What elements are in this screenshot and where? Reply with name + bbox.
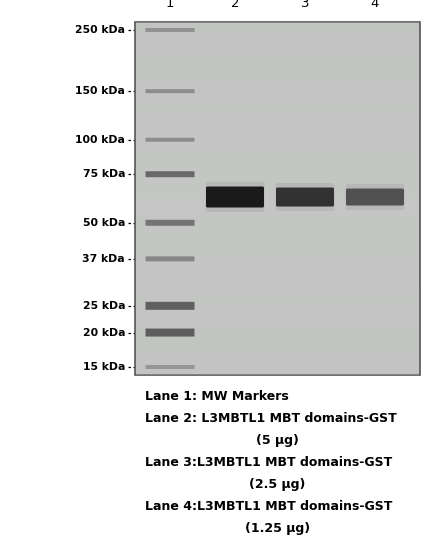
Bar: [136, 45, 419, 57]
Bar: [136, 69, 419, 81]
Text: 15 kDa: 15 kDa: [83, 362, 125, 372]
Bar: [136, 316, 419, 328]
Bar: [136, 269, 419, 281]
Bar: [136, 187, 419, 199]
FancyBboxPatch shape: [146, 89, 194, 93]
Bar: [136, 151, 419, 163]
Bar: [136, 116, 419, 128]
Text: 150 kDa: 150 kDa: [75, 86, 125, 96]
FancyBboxPatch shape: [276, 183, 334, 211]
Bar: [136, 222, 419, 234]
Text: 25 kDa: 25 kDa: [82, 301, 125, 311]
Bar: [136, 163, 419, 175]
Text: 50 kDa: 50 kDa: [83, 218, 125, 228]
Bar: [136, 234, 419, 246]
Bar: [136, 175, 419, 187]
Text: 20 kDa: 20 kDa: [82, 328, 125, 338]
FancyBboxPatch shape: [206, 186, 264, 207]
Bar: [136, 104, 419, 116]
FancyBboxPatch shape: [146, 138, 194, 142]
Text: (5 μg): (5 μg): [256, 434, 299, 447]
FancyBboxPatch shape: [146, 328, 194, 336]
Text: 4: 4: [371, 0, 379, 10]
Text: 75 kDa: 75 kDa: [82, 169, 125, 179]
Text: Lane 2: L3MBTL1 MBT domains-GST: Lane 2: L3MBTL1 MBT domains-GST: [145, 412, 397, 425]
Bar: [136, 140, 419, 151]
Text: 1: 1: [166, 0, 174, 10]
Text: 37 kDa: 37 kDa: [82, 254, 125, 264]
Bar: [136, 328, 419, 340]
Text: (1.25 μg): (1.25 μg): [245, 522, 310, 535]
Bar: [136, 352, 419, 363]
Bar: [136, 81, 419, 92]
Bar: [136, 34, 419, 45]
Bar: [136, 340, 419, 352]
Bar: [136, 363, 419, 375]
Bar: [136, 128, 419, 140]
Bar: [136, 57, 419, 69]
Text: Lane 3:L3MBTL1 MBT domains-GST: Lane 3:L3MBTL1 MBT domains-GST: [145, 456, 392, 469]
FancyBboxPatch shape: [146, 256, 194, 261]
Bar: [136, 22, 419, 34]
Bar: [136, 199, 419, 210]
FancyBboxPatch shape: [146, 302, 194, 310]
FancyBboxPatch shape: [346, 188, 404, 206]
Bar: [136, 305, 419, 316]
FancyBboxPatch shape: [146, 365, 194, 369]
Bar: [136, 281, 419, 293]
Text: Lane 1: MW Markers: Lane 1: MW Markers: [145, 390, 289, 403]
Text: (2.5 μg): (2.5 μg): [249, 478, 306, 491]
Text: Lane 4:L3MBTL1 MBT domains-GST: Lane 4:L3MBTL1 MBT domains-GST: [145, 500, 392, 513]
FancyBboxPatch shape: [205, 182, 265, 212]
FancyBboxPatch shape: [276, 187, 334, 206]
Bar: [136, 293, 419, 305]
FancyBboxPatch shape: [146, 28, 194, 32]
Text: 100 kDa: 100 kDa: [75, 135, 125, 145]
FancyBboxPatch shape: [146, 171, 194, 177]
Bar: [136, 258, 419, 269]
FancyBboxPatch shape: [146, 220, 194, 226]
FancyBboxPatch shape: [345, 184, 405, 210]
Bar: [135, 22, 420, 375]
Text: 2: 2: [231, 0, 239, 10]
Text: 3: 3: [301, 0, 309, 10]
Bar: [136, 210, 419, 222]
Bar: [136, 246, 419, 258]
Text: 250 kDa: 250 kDa: [75, 25, 125, 35]
Bar: [136, 92, 419, 104]
